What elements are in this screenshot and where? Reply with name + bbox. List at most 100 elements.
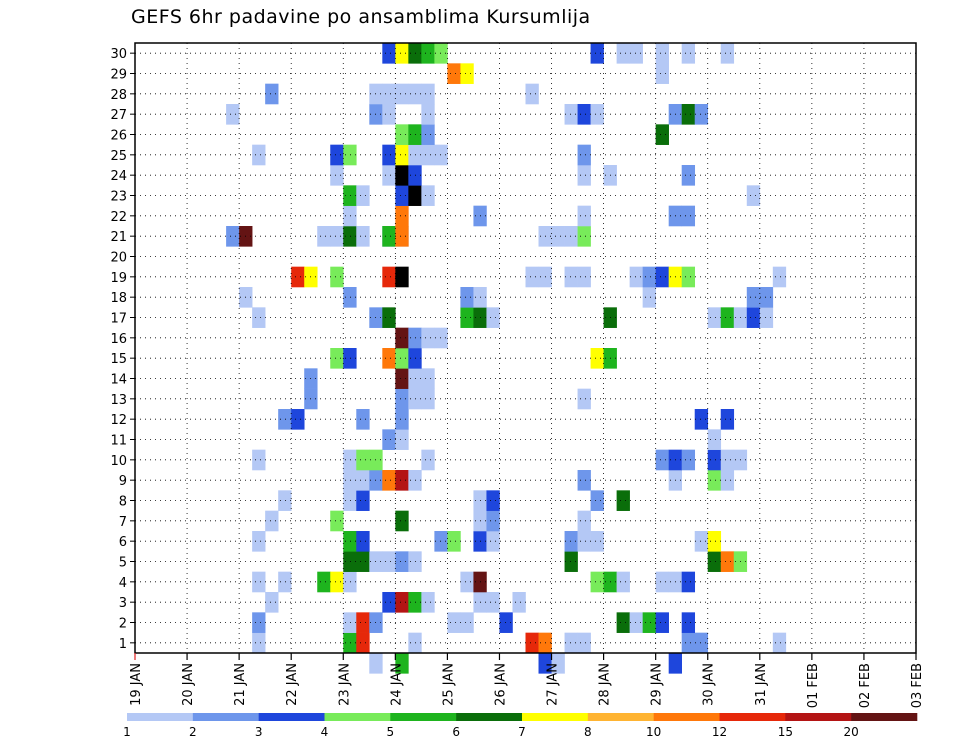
y-tick-label: 25 xyxy=(110,149,127,164)
data-cell xyxy=(720,43,735,64)
data-cell xyxy=(616,612,630,633)
data-cell xyxy=(369,653,383,674)
y-tick-label: 5 xyxy=(119,556,127,571)
x-tick-label: 30 JAN xyxy=(702,663,717,706)
data-cell xyxy=(226,226,240,247)
data-cell xyxy=(564,531,578,552)
data-cell xyxy=(577,266,591,288)
data-cell xyxy=(577,632,591,654)
data-cell xyxy=(265,510,279,532)
data-cell xyxy=(382,470,396,491)
data-cell xyxy=(486,510,500,532)
data-cell xyxy=(226,104,240,125)
legend-swatch xyxy=(587,713,654,721)
legend-label: 6 xyxy=(452,725,460,739)
data-cell xyxy=(395,185,409,206)
data-cell xyxy=(343,571,357,593)
data-cell xyxy=(421,104,435,125)
x-tick-label: 21 JAN xyxy=(233,663,248,706)
y-tick-label: 12 xyxy=(110,413,127,428)
data-cell xyxy=(590,104,604,125)
data-cell xyxy=(434,327,448,349)
data-cell xyxy=(460,63,474,84)
legend-label: 10 xyxy=(646,725,661,739)
legend-label: 8 xyxy=(584,725,592,739)
data-cell xyxy=(681,104,696,125)
data-cell xyxy=(460,287,474,308)
x-tick-label: 27 JAN xyxy=(546,663,561,706)
legend-label: 5 xyxy=(387,725,395,739)
data-cell xyxy=(356,551,370,572)
data-cell xyxy=(395,470,409,491)
data-cell xyxy=(382,592,396,613)
y-tick-label: 3 xyxy=(119,596,127,611)
data-cell xyxy=(382,83,396,105)
data-cell xyxy=(395,653,409,674)
data-cell xyxy=(707,551,722,572)
data-cell xyxy=(421,388,435,410)
data-cell xyxy=(395,368,409,389)
data-cell xyxy=(343,490,357,511)
data-cell xyxy=(421,185,435,206)
data-cell xyxy=(590,531,604,552)
data-cell xyxy=(590,490,604,511)
data-cell xyxy=(395,327,409,349)
data-cell xyxy=(681,632,696,654)
data-cell xyxy=(265,83,279,105)
data-cell xyxy=(356,490,370,511)
x-tick-label: 24 JAN xyxy=(389,663,404,706)
data-cell xyxy=(655,266,669,288)
data-cell xyxy=(577,470,591,491)
data-cell xyxy=(577,104,591,125)
legend-label: 1 xyxy=(123,725,131,739)
data-cell xyxy=(772,632,787,654)
x-tick-label: 29 JAN xyxy=(650,663,665,706)
data-cell xyxy=(382,104,396,125)
data-cell xyxy=(421,83,435,105)
y-tick-label: 8 xyxy=(119,495,127,510)
data-cell xyxy=(395,592,409,613)
data-cell xyxy=(642,266,656,288)
data-cell xyxy=(590,43,604,64)
legend-swatch xyxy=(522,713,589,721)
data-cell xyxy=(746,307,761,328)
plot-frame xyxy=(134,42,917,654)
data-cell xyxy=(564,266,578,288)
data-cell xyxy=(486,307,500,328)
legend-label: 20 xyxy=(844,725,859,739)
data-cell xyxy=(395,409,409,430)
data-cell xyxy=(330,165,344,186)
data-cell xyxy=(681,449,696,471)
data-cell xyxy=(707,531,722,552)
data-cell xyxy=(421,43,435,64)
data-cell xyxy=(330,571,344,593)
data-cell xyxy=(681,205,696,227)
data-cell xyxy=(278,490,292,511)
data-cell xyxy=(629,43,643,64)
data-cell xyxy=(343,531,357,552)
y-tick-label: 29 xyxy=(110,68,127,83)
y-tick-label: 19 xyxy=(110,271,127,286)
data-cell xyxy=(252,531,266,552)
data-cell xyxy=(291,266,305,288)
data-cell xyxy=(343,287,357,308)
data-cell xyxy=(356,470,370,491)
data-cell xyxy=(681,571,696,593)
legend-swatch xyxy=(851,713,918,721)
data-cell xyxy=(551,226,565,247)
y-tick-label: 2 xyxy=(119,617,127,632)
y-tick-label: 13 xyxy=(110,393,127,408)
data-cell xyxy=(382,43,396,64)
data-cell xyxy=(395,348,409,369)
data-cell xyxy=(720,307,735,328)
data-cell xyxy=(577,205,591,227)
data-cell xyxy=(343,348,357,369)
legend-label: 4 xyxy=(321,725,329,739)
data-cell xyxy=(382,307,396,328)
data-cell xyxy=(356,531,370,552)
legend-swatch xyxy=(719,713,786,721)
legend-swatch xyxy=(127,713,194,721)
data-cell xyxy=(668,653,682,674)
data-cell xyxy=(395,83,409,105)
x-tick-label: 28 JAN xyxy=(598,663,613,706)
